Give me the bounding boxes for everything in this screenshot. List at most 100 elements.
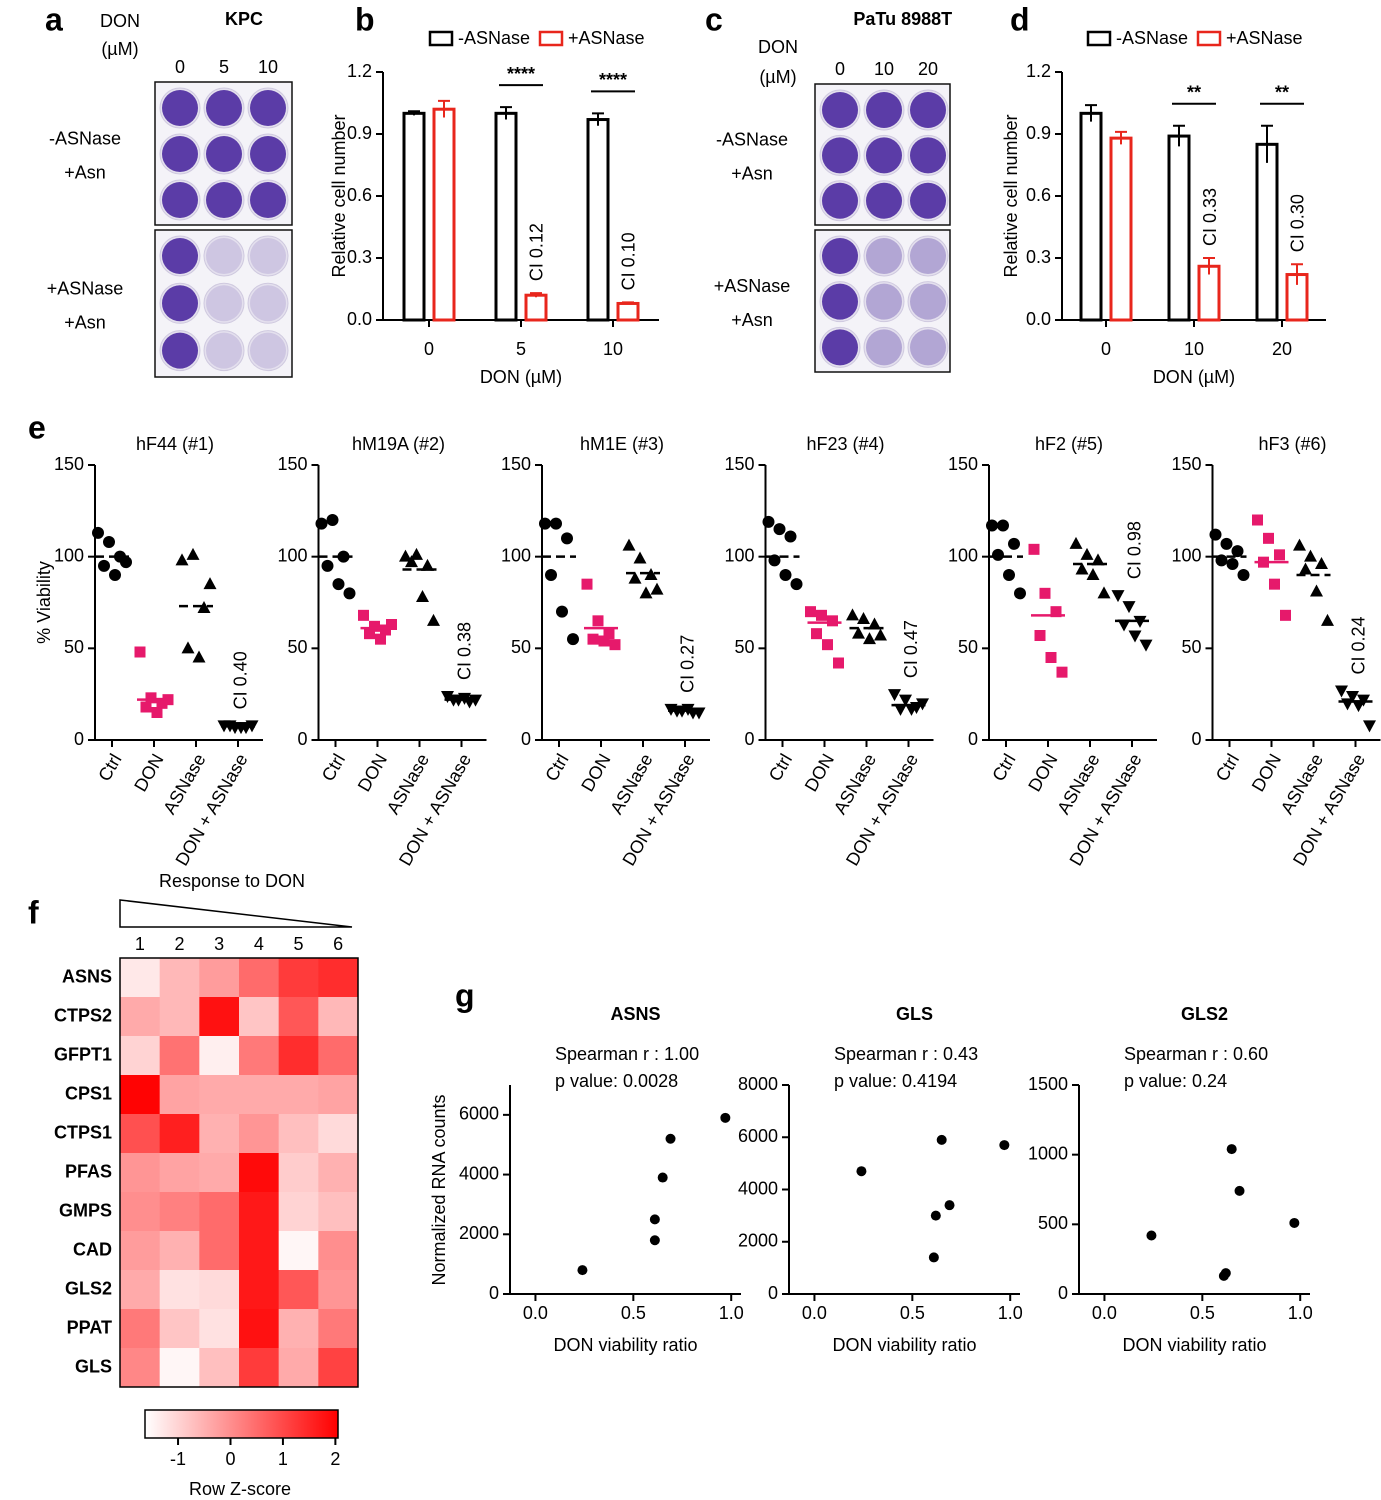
point xyxy=(1231,545,1244,558)
dose-label: (µM) xyxy=(759,67,796,87)
well xyxy=(247,235,289,277)
error-bar xyxy=(1173,124,1185,147)
point xyxy=(863,632,876,645)
well xyxy=(863,326,905,368)
y-tick-label: 100 xyxy=(54,545,84,565)
point xyxy=(120,556,132,569)
ci-label: CI 0.33 xyxy=(1200,188,1220,246)
x-tick-label: 1.0 xyxy=(719,1303,744,1323)
plate-title: KPC xyxy=(225,9,263,29)
point xyxy=(1346,691,1359,703)
y-tick-label: 4000 xyxy=(738,1178,778,1198)
row-label: GLS xyxy=(75,1356,112,1376)
point xyxy=(1363,720,1376,733)
heat-cell xyxy=(318,1114,359,1154)
row-label: CTPS2 xyxy=(54,1005,112,1025)
well-stain xyxy=(250,182,286,218)
y-tick-label: 1.2 xyxy=(1026,61,1051,81)
point xyxy=(1111,590,1125,603)
column-label: 2 xyxy=(174,934,184,954)
point xyxy=(762,515,775,528)
point xyxy=(109,569,121,581)
significance: ** xyxy=(1187,82,1201,102)
point xyxy=(358,609,369,621)
bar xyxy=(1109,136,1133,322)
heat-cell xyxy=(278,1309,319,1349)
well-stain xyxy=(822,92,858,128)
legend-swatch xyxy=(1086,30,1112,47)
y-tick-label: 0 xyxy=(768,1283,778,1303)
error-bar xyxy=(1261,124,1273,163)
error-bar xyxy=(408,110,420,116)
bar xyxy=(616,301,640,322)
legend-label: +ASNase xyxy=(1226,28,1303,48)
point xyxy=(779,569,792,581)
x-tick-label: Ctrl xyxy=(765,750,796,784)
point xyxy=(1237,569,1250,581)
well-stain xyxy=(910,329,946,366)
significance: **** xyxy=(507,64,535,84)
point xyxy=(1034,630,1046,641)
x-tick-label: 0.0 xyxy=(802,1303,827,1323)
heat-cell xyxy=(318,997,359,1037)
annotation: Spearman r : 0.43 xyxy=(834,1044,978,1064)
dose-label: (µM) xyxy=(101,39,138,59)
heat-cell xyxy=(199,958,240,998)
point xyxy=(1304,549,1317,562)
y-tick-label: 0 xyxy=(1191,729,1201,749)
y-tick-label: 150 xyxy=(724,454,754,474)
point xyxy=(1122,601,1136,614)
y-tick-label: 1.2 xyxy=(347,61,372,81)
point xyxy=(134,646,146,658)
well-stain xyxy=(250,90,286,126)
point xyxy=(1321,613,1334,626)
point xyxy=(1056,666,1068,678)
heat-cell xyxy=(239,1309,280,1349)
y-tick-label: 1500 xyxy=(1028,1074,1068,1094)
heat-cell xyxy=(278,1114,319,1154)
y-tick-label: 100 xyxy=(277,545,307,565)
heat-cell xyxy=(318,958,359,998)
ci-label: CI 0.24 xyxy=(1348,616,1368,674)
point xyxy=(816,609,827,621)
heat-cell xyxy=(120,1075,161,1115)
y-tick-label: 0.9 xyxy=(1026,123,1051,143)
point xyxy=(1209,528,1222,541)
point xyxy=(852,626,865,639)
x-tick-label: 0.0 xyxy=(1092,1303,1117,1323)
panel-letter: c xyxy=(705,1,723,37)
point xyxy=(1310,584,1323,597)
well xyxy=(863,235,905,277)
heat-cell xyxy=(120,1231,161,1271)
well-stain xyxy=(250,332,286,369)
well xyxy=(203,330,245,372)
chart-title: hM19A (#2) xyxy=(352,434,445,454)
heat-cell xyxy=(318,1036,359,1076)
heat-cell xyxy=(239,997,280,1037)
x-axis-label: DON viability ratio xyxy=(1122,1335,1266,1355)
annotation: Spearman r : 1.00 xyxy=(555,1044,699,1064)
point xyxy=(192,650,206,663)
point xyxy=(181,641,195,654)
point xyxy=(1226,1144,1237,1155)
ci-label: CI 0.27 xyxy=(678,635,698,693)
heat-cell xyxy=(318,1192,359,1232)
x-tick-label: 10 xyxy=(603,339,623,359)
condition-label: +ASNase xyxy=(714,276,791,296)
point xyxy=(609,639,621,651)
y-tick-label: 150 xyxy=(1171,454,1201,474)
point xyxy=(441,691,454,703)
y-tick-label: 0 xyxy=(74,729,84,749)
y-axis-label: % Viability xyxy=(34,561,54,644)
point xyxy=(1269,578,1280,590)
well xyxy=(863,281,905,323)
well-stain xyxy=(866,238,902,274)
heat-cell xyxy=(278,1231,319,1271)
well xyxy=(907,281,949,323)
x-tick-label: 10 xyxy=(1184,339,1204,359)
column-label: 3 xyxy=(214,934,224,954)
point xyxy=(1220,537,1233,550)
y-tick-label: 50 xyxy=(64,637,84,657)
well-stain xyxy=(250,285,286,322)
significance: **** xyxy=(599,70,627,90)
